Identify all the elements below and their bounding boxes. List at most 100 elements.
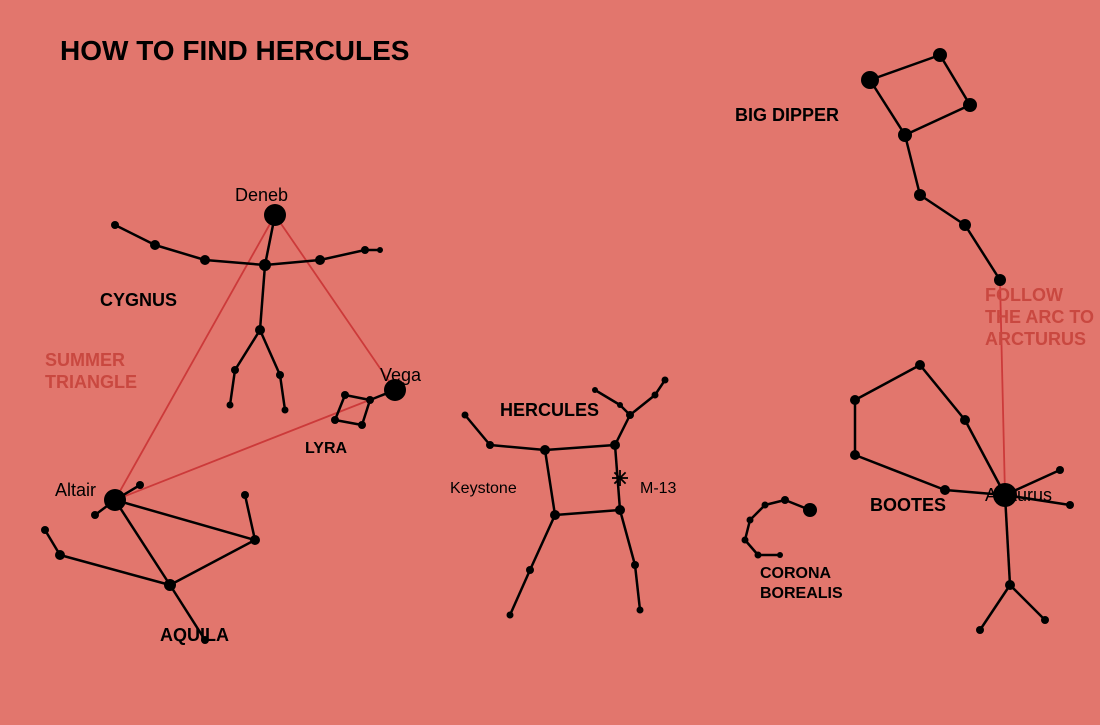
star-cyg_r2 xyxy=(361,246,369,254)
star-her_c2 xyxy=(507,612,514,619)
constellation-line xyxy=(545,445,615,450)
constellation-line xyxy=(635,565,640,610)
star-her_a2 xyxy=(462,412,469,419)
constellation-line xyxy=(235,330,260,370)
star-crb_1 xyxy=(781,496,789,504)
constellation-line xyxy=(855,455,945,490)
constellation-line xyxy=(545,450,555,515)
star-lyra_a xyxy=(366,396,374,404)
star-crb_3 xyxy=(747,517,754,524)
star-deneb xyxy=(264,204,286,226)
constellation-line xyxy=(905,135,920,195)
star-cyg_r1 xyxy=(315,255,325,265)
star-her_k2 xyxy=(610,440,620,450)
star-cyg_d1 xyxy=(255,325,265,335)
constellation-line xyxy=(265,260,320,265)
star-cyg_d3b xyxy=(282,407,289,414)
star-her_d1 xyxy=(631,561,639,569)
star-bd_3 xyxy=(963,98,977,112)
star-cyg_d3a xyxy=(276,371,284,379)
star-crb_4 xyxy=(742,537,749,544)
annotation-the-arc-to: THE ARC TO xyxy=(985,307,1094,328)
constellation-line xyxy=(855,365,920,400)
star-boo_i xyxy=(976,626,984,634)
constellation-line xyxy=(115,225,155,245)
constellation-line xyxy=(965,420,1005,495)
star-crb_2 xyxy=(762,502,769,509)
star-aql_f xyxy=(55,550,65,560)
star-her_c1 xyxy=(526,566,534,574)
constellation-line xyxy=(870,55,940,80)
star-aql_a xyxy=(136,481,144,489)
star-aql_c xyxy=(164,579,176,591)
label-vega: Vega xyxy=(380,365,421,386)
star-her_b2 xyxy=(652,392,659,399)
constellation-line xyxy=(205,260,265,265)
star-boo_e xyxy=(960,415,970,425)
star-bd_4 xyxy=(898,128,912,142)
constellation-line xyxy=(155,245,205,260)
star-boo_d xyxy=(915,360,925,370)
constellation-line xyxy=(965,225,1000,280)
star-her_k4 xyxy=(550,510,560,520)
constellation-line xyxy=(510,570,530,615)
label-deneb: Deneb xyxy=(235,185,288,206)
star-boo_c xyxy=(850,395,860,405)
annotation-summer: SUMMER xyxy=(45,350,125,371)
constellation-line xyxy=(260,330,280,375)
annotation-arcturus: ARCTURUS xyxy=(985,329,1086,350)
annotation-follow: FOLLOW xyxy=(985,285,1063,306)
star-boo_f xyxy=(1056,466,1064,474)
constellation-line xyxy=(630,395,655,415)
star-bd_6 xyxy=(959,219,971,231)
star-her_k3 xyxy=(615,505,625,515)
constellation-line xyxy=(530,515,555,570)
constellation-line xyxy=(490,445,545,450)
constellation-line xyxy=(170,540,255,585)
constellation-line xyxy=(920,365,965,420)
guide-line xyxy=(275,215,395,390)
constellation-line xyxy=(555,510,620,515)
star-her_d2 xyxy=(637,607,644,614)
constellation-line xyxy=(465,415,490,445)
star-aql_e xyxy=(241,491,249,499)
constellation-line xyxy=(980,585,1010,630)
star-her_k1 xyxy=(540,445,550,455)
star-altair xyxy=(104,489,126,511)
star-lyra_d xyxy=(358,421,366,429)
constellation-line xyxy=(335,395,345,420)
star-boo_h xyxy=(1005,580,1015,590)
star-crb_5 xyxy=(755,552,762,559)
star-cyg_l3 xyxy=(111,221,119,229)
star-boo_i2 xyxy=(1041,616,1049,624)
label-arcturus: Arcturus xyxy=(985,485,1052,506)
constellation-line xyxy=(320,250,365,260)
label-keystone: Keystone xyxy=(450,480,517,498)
label-cygnus: CYGNUS xyxy=(100,290,177,311)
chart-svg xyxy=(0,0,1100,725)
star-her_b5 xyxy=(592,387,598,393)
constellation-line xyxy=(905,105,970,135)
label-lyra: LYRA xyxy=(305,440,347,458)
star-cyg_l2 xyxy=(150,240,160,250)
constellation-line xyxy=(1005,495,1010,585)
star-boo_a xyxy=(940,485,950,495)
star-crb_6 xyxy=(777,552,783,558)
constellation-line xyxy=(870,80,905,135)
star-aql_g xyxy=(41,526,49,534)
m13-marker xyxy=(612,470,628,486)
label-hercules: HERCULES xyxy=(500,400,599,421)
star-crb_main xyxy=(803,503,817,517)
label-corona: CORONA xyxy=(760,565,831,583)
label-altair: Altair xyxy=(55,480,96,501)
star-boo_b xyxy=(850,450,860,460)
star-cyg_d2a xyxy=(231,366,239,374)
star-her_b3 xyxy=(662,377,669,384)
star-cyg_l1 xyxy=(200,255,210,265)
constellation-line xyxy=(230,370,235,405)
star-cyg_c xyxy=(259,259,271,271)
star-bd_2 xyxy=(933,48,947,62)
star-aql_d xyxy=(250,535,260,545)
label-bootes: BOOTES xyxy=(870,495,946,516)
constellation-line xyxy=(280,375,285,410)
